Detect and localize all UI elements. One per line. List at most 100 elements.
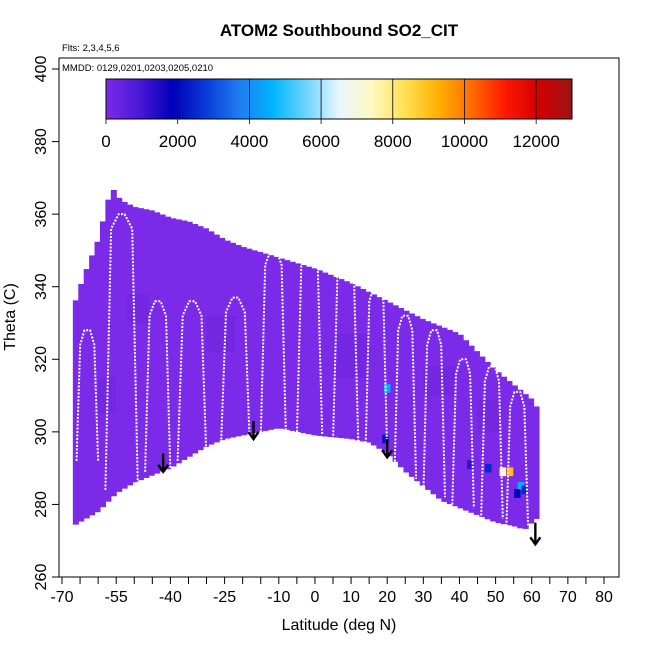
y-axis-label: Theta (C) xyxy=(2,283,19,351)
hotspot-cell xyxy=(383,383,391,393)
y-tick-label: 280 xyxy=(33,491,50,518)
field-column xyxy=(154,212,161,474)
field-column xyxy=(430,323,437,495)
flight-track xyxy=(393,314,418,480)
field-column xyxy=(305,266,312,435)
flight-track xyxy=(422,329,446,498)
y-axis: 260 280 300 320 340 360 380 400 xyxy=(33,56,59,590)
y-tick-label: 300 xyxy=(33,418,50,445)
flight-track xyxy=(451,358,475,509)
field-column xyxy=(435,325,442,499)
colorbar-tick-label: 8000 xyxy=(374,132,412,151)
flight-track xyxy=(75,329,100,461)
field-column xyxy=(311,268,318,436)
field-column xyxy=(186,221,193,457)
flight-track xyxy=(332,260,360,443)
field-column xyxy=(110,189,117,497)
hotspot-cell xyxy=(517,481,525,491)
arrow-head xyxy=(529,536,542,547)
x-tick-label: 80 xyxy=(595,589,613,606)
hotspot-cell xyxy=(514,489,521,498)
field-column xyxy=(105,199,112,502)
flight-tracks xyxy=(75,213,530,527)
field-column xyxy=(506,381,513,526)
field-column xyxy=(262,253,269,431)
x-tick-label: 20 xyxy=(378,589,396,606)
flights-subtitle: Flts: 2,3,4,5,6 xyxy=(62,43,120,54)
field-column xyxy=(300,265,307,434)
x-axis: -70 -55 -40 -25 -10 0 10 20 30 40 50 60 70 80 xyxy=(50,577,613,606)
field-column xyxy=(83,269,90,519)
field-column xyxy=(257,251,264,433)
colorbar-tick-label: 10000 xyxy=(441,132,488,151)
arrow-head xyxy=(157,464,170,474)
field-column xyxy=(116,197,123,492)
field-column xyxy=(251,250,258,434)
field-column xyxy=(392,305,399,462)
x-tick-label: 60 xyxy=(523,589,541,606)
flight-track xyxy=(104,213,139,490)
field-column xyxy=(446,329,453,505)
y-tick-label: 380 xyxy=(33,128,50,155)
field-column xyxy=(78,283,85,522)
x-tick-label: 40 xyxy=(451,589,469,606)
colorbar-tick-label: 0 xyxy=(101,132,110,151)
field-column xyxy=(197,226,204,451)
y-tick-label: 400 xyxy=(33,56,50,83)
colorbar-tick-label: 12000 xyxy=(513,132,560,151)
y-tick-label: 340 xyxy=(33,273,50,300)
field-column xyxy=(517,389,524,529)
flight-track xyxy=(480,365,504,519)
x-tick-label: -70 xyxy=(50,589,73,606)
field-column xyxy=(72,300,79,525)
field-column xyxy=(441,327,448,502)
hotspot-cell xyxy=(382,434,389,444)
x-tick-label: -10 xyxy=(267,589,290,606)
field-column xyxy=(289,261,296,431)
flight-track xyxy=(144,300,172,472)
field-column xyxy=(322,272,329,437)
colorbar-tick-label: 4000 xyxy=(230,132,268,151)
field-column xyxy=(240,247,247,436)
field-shade xyxy=(127,293,149,323)
field-column xyxy=(495,372,502,524)
field-column xyxy=(528,398,535,524)
arrow-head xyxy=(381,449,394,460)
arrow-head xyxy=(247,431,260,442)
field-column xyxy=(170,218,177,467)
field-column xyxy=(137,208,144,481)
field-column xyxy=(159,214,166,472)
colorbar: 0 2000 4000 6000 8000 10000 12000 xyxy=(101,78,573,151)
flight-track xyxy=(505,390,530,527)
field-column xyxy=(192,223,199,454)
field-shade xyxy=(206,315,236,353)
flight-track xyxy=(176,300,208,461)
arrows xyxy=(157,420,542,547)
field-column xyxy=(164,216,171,470)
field-shade xyxy=(423,366,456,396)
field-column xyxy=(501,376,508,525)
field-column xyxy=(511,385,518,527)
y-tick-label: 360 xyxy=(33,201,50,228)
field-column xyxy=(533,406,540,519)
field-column xyxy=(284,260,291,430)
dates-subtitle: MMDD: 0129,0201,0203,0205,0210 xyxy=(62,63,213,74)
chart-title: ATOM2 Southbound SO2_CIT xyxy=(220,21,459,40)
field-column xyxy=(94,241,101,513)
field-column xyxy=(414,316,421,482)
field-column xyxy=(403,310,410,473)
field-column xyxy=(143,209,150,478)
x-tick-label: 0 xyxy=(310,589,319,606)
field-column xyxy=(121,201,128,489)
field-column xyxy=(484,362,491,520)
field-column xyxy=(490,367,497,522)
field-column xyxy=(327,274,334,438)
field-column xyxy=(273,256,280,429)
hotspot-cell xyxy=(485,463,492,473)
field-column xyxy=(387,302,394,457)
field-column xyxy=(295,263,302,433)
field-column xyxy=(99,221,106,508)
colorbar-bar xyxy=(105,78,573,120)
field-column xyxy=(473,351,480,515)
